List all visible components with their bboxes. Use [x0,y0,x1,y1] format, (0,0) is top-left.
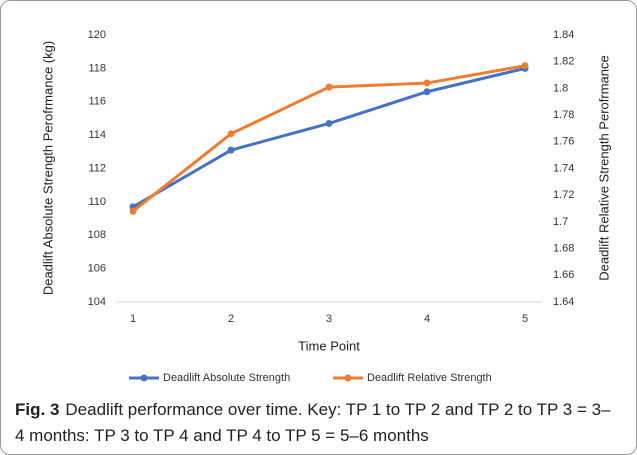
y2-tick-label: 1.8 [553,82,568,94]
x-tick-label: 2 [228,313,234,325]
caption: Fig. 3 Deadlift performance over time. Ke… [15,397,615,449]
y2-tick-label: 1.84 [553,29,574,41]
y-tick-label: 108 [88,229,106,241]
point [325,119,333,127]
y-tick-label: 112 [88,162,106,174]
y-tick-label: 110 [88,196,106,208]
caption-text: Deadlift performance over time. Key: TP … [15,400,611,445]
y2-tick-label: 1.74 [553,162,574,174]
y-tick-label: 120 [88,29,106,41]
y2-tick-label: 1.68 [553,243,574,255]
x-tick-label: 3 [326,313,332,325]
caption-label: Fig. 3 [15,400,60,419]
y2-tick-label: 1.7 [553,216,568,228]
x-tick-label: 4 [424,313,430,325]
legend-marker [344,374,352,382]
x-tick-label: 5 [522,313,528,325]
y2-axis-title: Deadlift Relative Strength Perofrmance [596,55,611,280]
y2-tick-label: 1.64 [553,296,574,308]
legend-label: Deadlift Relative Strength [367,372,492,384]
x-axis-title: Time Point [298,338,360,353]
y-tick-label: 114 [88,129,106,141]
y2-tick-label: 1.78 [553,109,574,121]
point [129,207,137,215]
legend-label: Deadlift Absolute Strength [163,372,290,384]
point [423,88,431,96]
point [227,146,235,154]
point [521,62,529,70]
y-axis-title: Deadlift Absolute Strength Perofrmance (… [40,41,55,295]
chart: Time Point Deadlift Absolute Strength Pe… [40,29,611,384]
x-tick-label: 1 [130,313,136,325]
point [227,130,235,138]
y2-tick-label: 1.66 [553,269,574,281]
y2-tick-label: 1.82 [553,56,574,68]
point [423,79,431,87]
point [325,83,333,91]
y2-tick-label: 1.72 [553,189,574,201]
y-tick-label: 104 [88,296,106,308]
y-tick-label: 118 [88,62,106,74]
y-tick-label: 116 [88,96,106,108]
y2-tick-label: 1.76 [553,136,574,148]
y-tick-label: 106 [88,263,106,275]
legend-marker [140,374,148,382]
